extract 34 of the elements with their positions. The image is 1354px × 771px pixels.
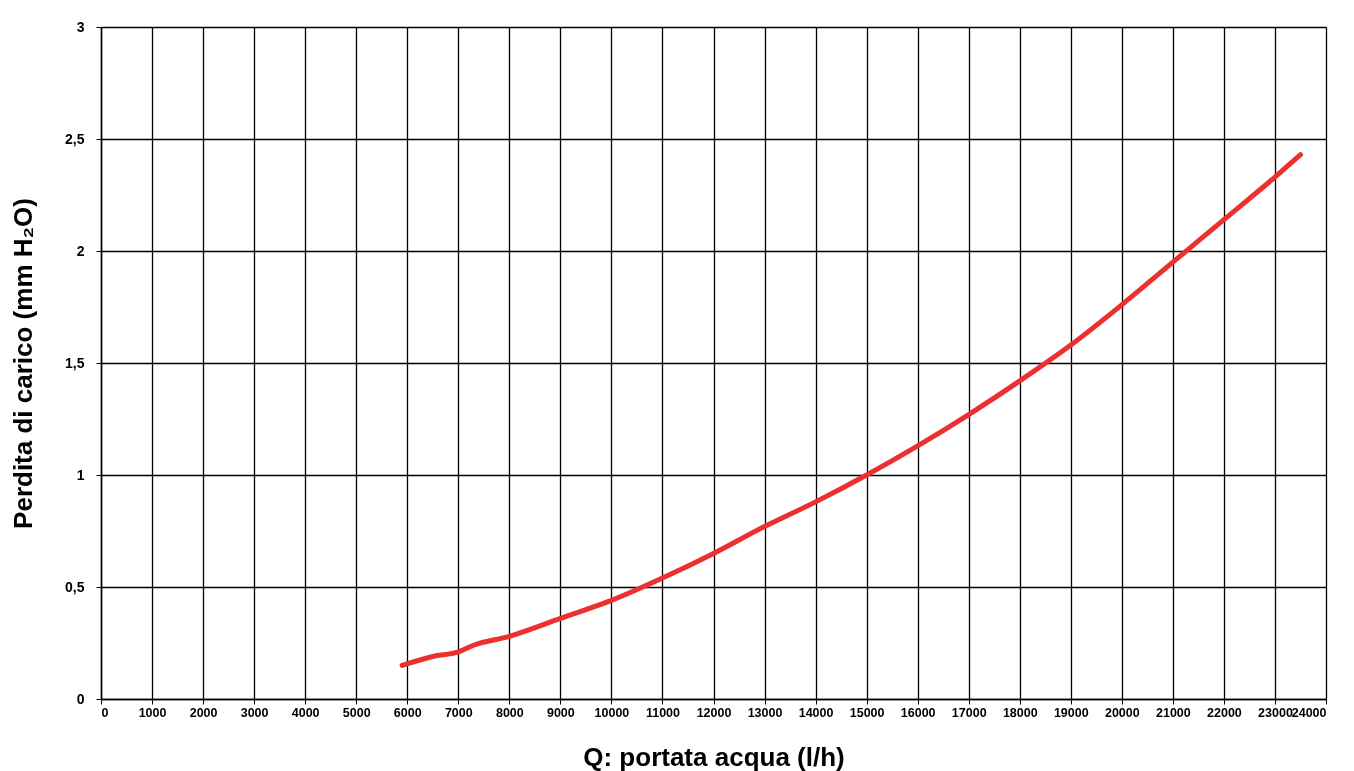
x-tick-label: 9000 [546,705,575,720]
x-tick-label: 10000 [594,705,630,720]
y-tick-label: 0 [76,690,85,707]
x-tick-label: 21000 [1155,705,1191,720]
x-tick-label: 3000 [240,705,269,720]
y-axis-title: Perdita di carico (mm H₂O) [8,198,39,529]
x-tick-label: 2000 [189,705,218,720]
x-tick-label: 16000 [900,705,936,720]
x-tick-label: 11000 [645,705,681,720]
x-tick-label: 24000 [1291,705,1327,720]
x-tick-label: 12000 [696,705,732,720]
x-tick-label: 7000 [444,705,473,720]
x-tick-label: 0 [101,705,109,720]
x-tick-label: 13000 [747,705,783,720]
x-tick-label: 20000 [1104,705,1140,720]
x-tick-label: 17000 [951,705,987,720]
x-tick-label: 19000 [1053,705,1089,720]
y-tick-label: 1,5 [65,354,85,371]
x-tick-label: 14000 [798,705,834,720]
x-tick-label: 4000 [291,705,320,720]
x-tick-label: 22000 [1207,705,1242,720]
x-axis-title: Q: portata acqua (l/h) [583,742,845,771]
y-tick-label: 2,5 [65,130,85,147]
x-tick-label: 18000 [1002,705,1038,720]
x-tick-label: 23000 [1258,705,1293,720]
x-tick-label: 5000 [342,705,371,720]
y-tick-label: 0,5 [65,578,85,595]
y-tick-label: 2 [76,242,85,259]
y-tick-label: 3 [76,18,85,35]
y-tick-label: 1 [76,466,85,483]
x-tick-label: 8000 [495,705,524,720]
x-tick-label: 6000 [393,705,422,720]
x-tick-label: 15000 [849,705,885,720]
x-tick-label: 1000 [138,705,167,720]
